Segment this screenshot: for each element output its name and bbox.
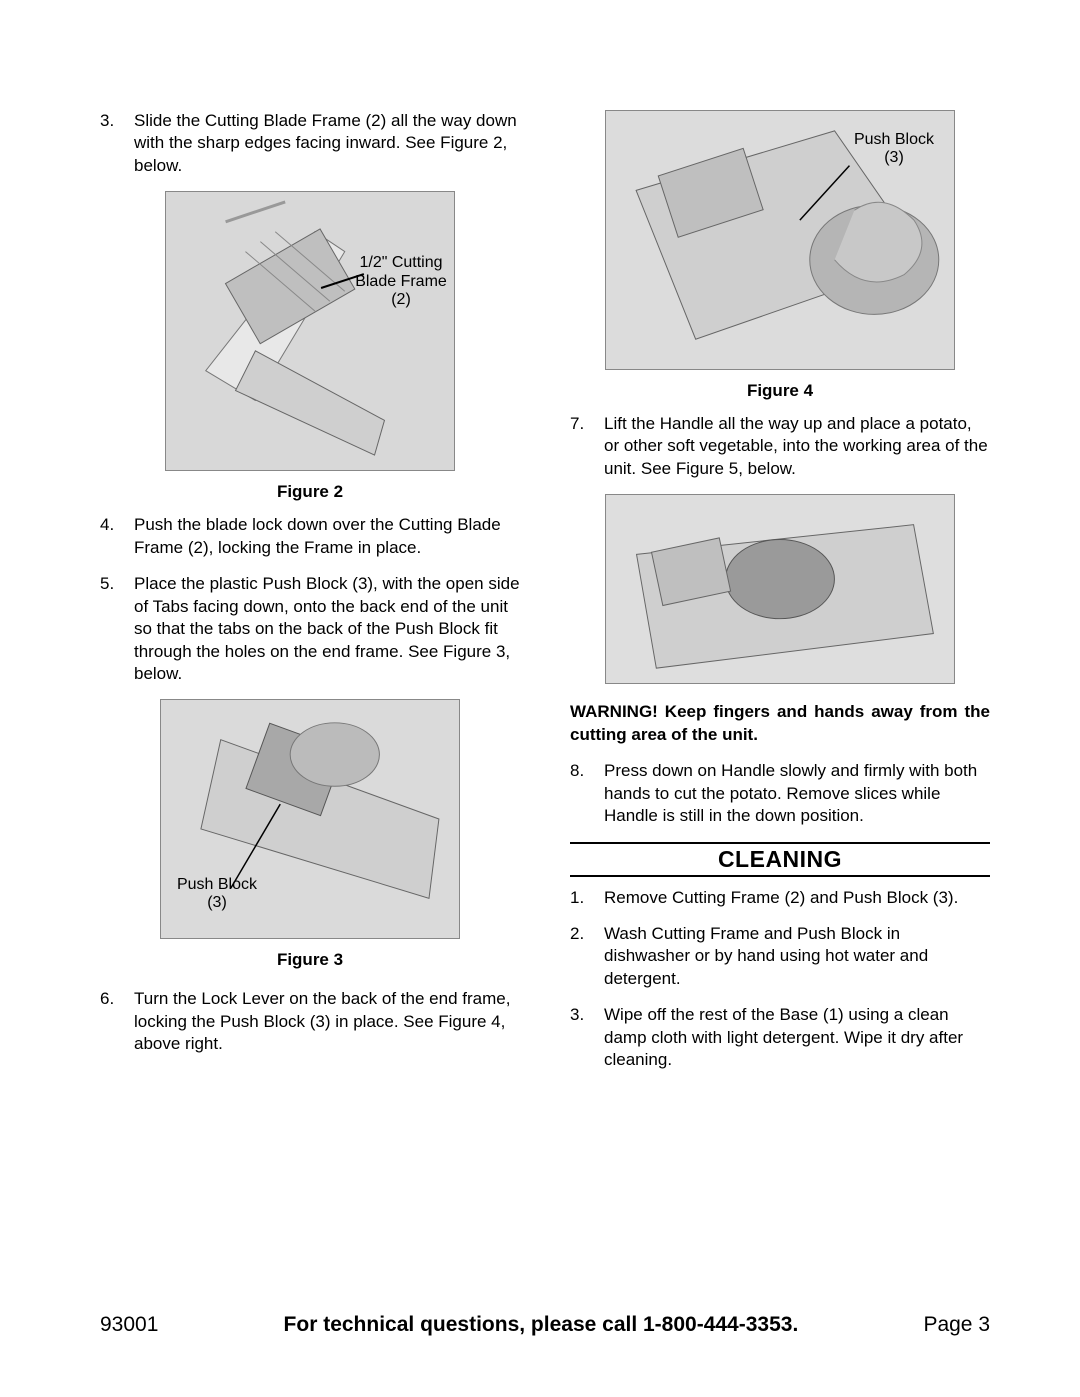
- left-column: 3. Slide the Cutting Blade Frame (2) all…: [100, 110, 520, 1086]
- figure-2: 1/2" Cutting Blade Frame (2) Figure 2: [100, 191, 520, 502]
- cleaning-step-1: 1. Remove Cutting Frame (2) and Push Blo…: [570, 887, 990, 909]
- figure-4-caption: Figure 4: [570, 381, 990, 401]
- product-illustration: [606, 495, 954, 683]
- step-number: 1.: [570, 887, 604, 909]
- product-illustration: [166, 192, 454, 470]
- figure-5: [570, 494, 990, 689]
- figure-4-image: Push Block (3): [605, 110, 955, 370]
- step-4: 4. Push the blade lock down over the Cut…: [100, 514, 520, 559]
- step-text: Wipe off the rest of the Base (1) using …: [604, 1004, 990, 1071]
- cleaning-step-3: 3. Wipe off the rest of the Base (1) usi…: [570, 1004, 990, 1071]
- step-8: 8. Press down on Handle slowly and firml…: [570, 760, 990, 827]
- footer-page-number: Page 3: [923, 1313, 990, 1337]
- step-5: 5. Place the plastic Push Block (3), wit…: [100, 573, 520, 685]
- step-text: Lift the Handle all the way up and place…: [604, 413, 990, 480]
- figure-3: Push Block (3) Figure 3: [100, 699, 520, 970]
- figure-2-caption: Figure 2: [100, 482, 520, 502]
- step-number: 2.: [570, 923, 604, 990]
- footer-item-number: 93001: [100, 1313, 158, 1337]
- step-text: Slide the Cutting Blade Frame (2) all th…: [134, 110, 520, 177]
- cleaning-step-2: 2. Wash Cutting Frame and Push Block in …: [570, 923, 990, 990]
- step-text: Place the plastic Push Block (3), with t…: [134, 573, 520, 685]
- figure-2-label: 1/2" Cutting Blade Frame (2): [352, 254, 450, 309]
- step-number: 3.: [570, 1004, 604, 1071]
- step-number: 8.: [570, 760, 604, 827]
- step-text: Remove Cutting Frame (2) and Push Block …: [604, 887, 990, 909]
- warning-text: WARNING! Keep fingers and hands away fro…: [570, 701, 990, 746]
- cleaning-heading: CLEANING: [570, 842, 990, 877]
- step-text: Turn the Lock Lever on the back of the e…: [134, 988, 520, 1055]
- figure-5-image: [605, 494, 955, 684]
- step-number: 7.: [570, 413, 604, 480]
- figure-2-image: 1/2" Cutting Blade Frame (2): [165, 191, 455, 471]
- step-number: 3.: [100, 110, 134, 177]
- right-column: Push Block (3) Figure 4 7. Lift the Hand…: [570, 110, 990, 1086]
- step-text: Press down on Handle slowly and firmly w…: [604, 760, 990, 827]
- figure-4: Push Block (3) Figure 4: [570, 110, 990, 401]
- step-6: 6. Turn the Lock Lever on the back of th…: [100, 988, 520, 1055]
- step-3: 3. Slide the Cutting Blade Frame (2) all…: [100, 110, 520, 177]
- footer-support-text: For technical questions, please call 1-8…: [284, 1313, 799, 1337]
- figure-3-label: Push Block (3): [167, 876, 267, 913]
- step-7: 7. Lift the Handle all the way up and pl…: [570, 413, 990, 480]
- step-text: Wash Cutting Frame and Push Block in dis…: [604, 923, 990, 990]
- figure-3-image: Push Block (3): [160, 699, 460, 939]
- step-number: 6.: [100, 988, 134, 1055]
- step-number: 5.: [100, 573, 134, 685]
- figure-4-label: Push Block (3): [844, 131, 944, 168]
- figure-3-caption: Figure 3: [100, 950, 520, 970]
- page-footer: 93001 For technical questions, please ca…: [100, 1313, 990, 1337]
- step-number: 4.: [100, 514, 134, 559]
- step-text: Push the blade lock down over the Cuttin…: [134, 514, 520, 559]
